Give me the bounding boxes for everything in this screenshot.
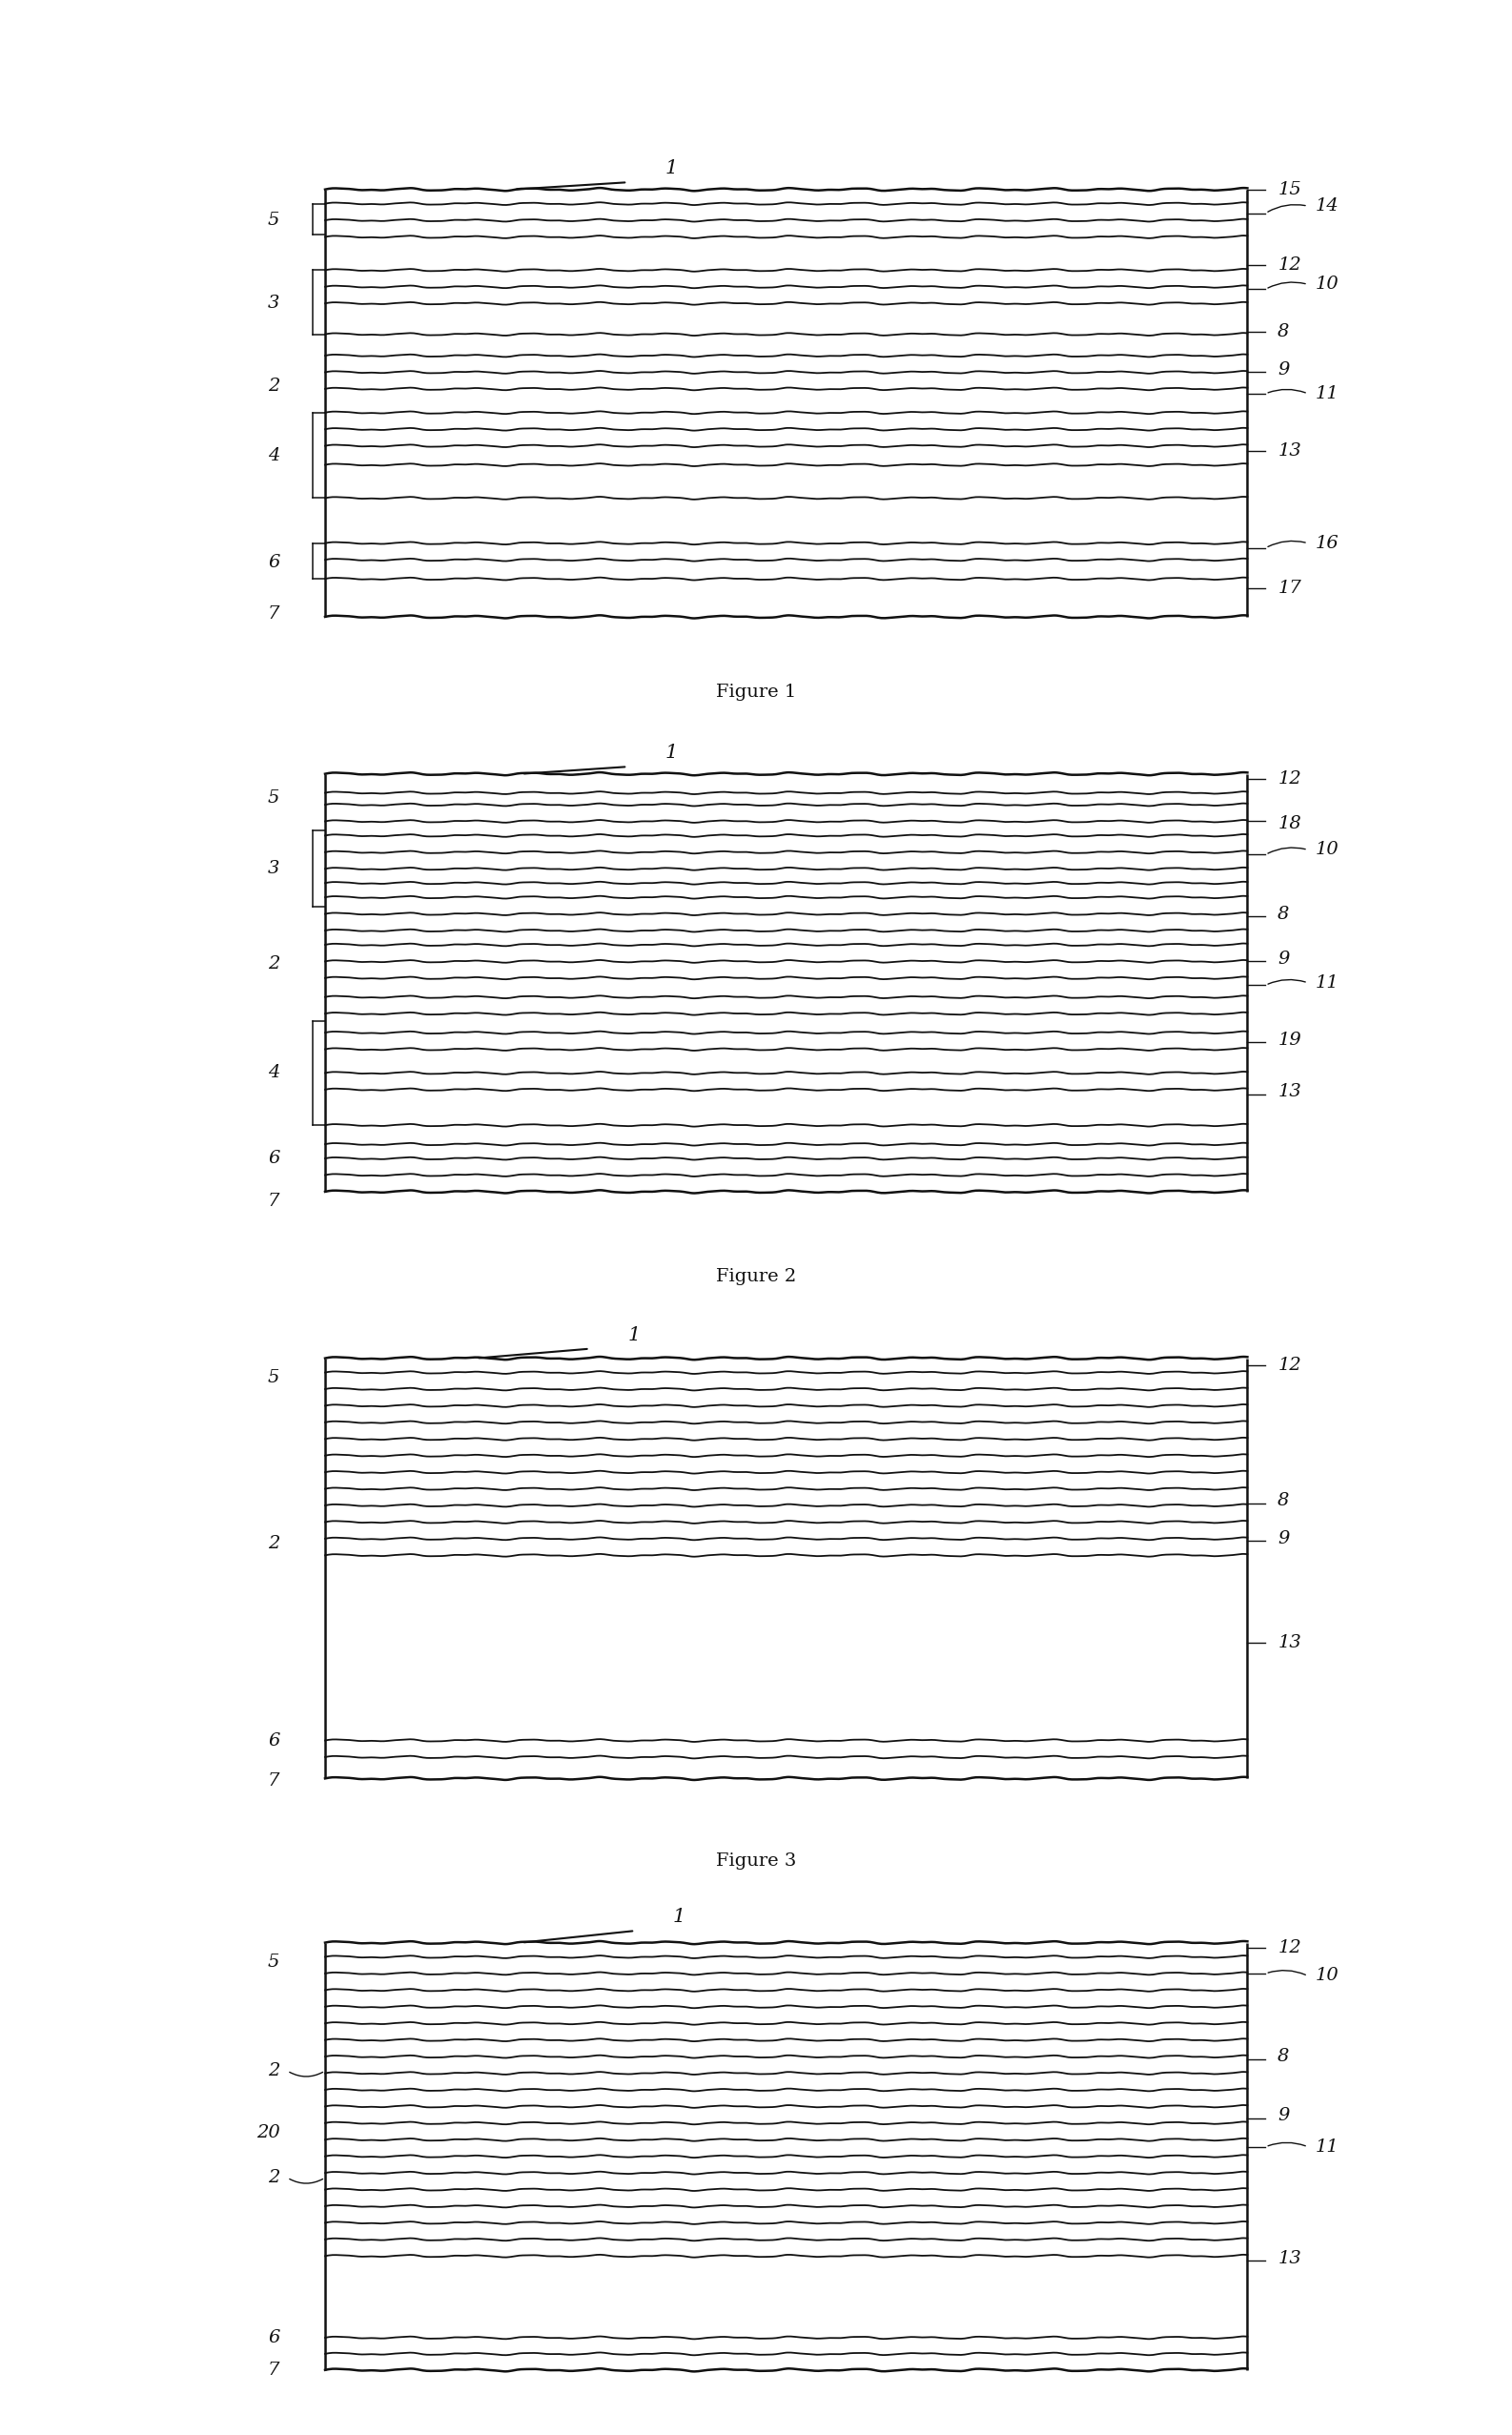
Text: 8: 8 — [1278, 906, 1290, 923]
Text: 9: 9 — [1278, 950, 1290, 967]
Text: 3: 3 — [268, 295, 280, 312]
Text: 9: 9 — [1278, 1529, 1290, 1546]
Text: 1: 1 — [627, 1327, 640, 1344]
Text: 12: 12 — [1278, 1938, 1302, 1955]
Text: 3: 3 — [268, 860, 280, 877]
Text: 5: 5 — [268, 1953, 280, 1970]
Text: 9: 9 — [1278, 2106, 1290, 2123]
Text: 10: 10 — [1315, 840, 1340, 860]
Text: 11: 11 — [1315, 2138, 1340, 2155]
Text: 11: 11 — [1315, 385, 1340, 402]
Text: 20: 20 — [256, 2123, 280, 2140]
Text: 7: 7 — [268, 2362, 280, 2379]
Text: 7: 7 — [268, 606, 280, 623]
Text: 5: 5 — [268, 212, 280, 229]
Text: 9: 9 — [1278, 360, 1290, 377]
Text: 2: 2 — [268, 955, 280, 972]
Text: 10: 10 — [1315, 1967, 1340, 1985]
Text: 1: 1 — [673, 1909, 685, 1926]
Text: 13: 13 — [1278, 443, 1302, 460]
Text: 1: 1 — [665, 158, 677, 178]
Text: 5: 5 — [268, 789, 280, 806]
Text: 2: 2 — [268, 1534, 280, 1551]
Text: 14: 14 — [1315, 197, 1340, 214]
Text: 8: 8 — [1278, 324, 1290, 341]
Text: 12: 12 — [1278, 256, 1302, 275]
Text: 2: 2 — [268, 2170, 280, 2187]
Text: Figure 2: Figure 2 — [715, 1269, 797, 1286]
Text: 17: 17 — [1278, 580, 1302, 597]
Text: 11: 11 — [1315, 974, 1340, 991]
Text: 7: 7 — [268, 1773, 280, 1790]
Text: Figure 3: Figure 3 — [715, 1853, 797, 1870]
Text: 13: 13 — [1278, 1634, 1302, 1651]
Text: 13: 13 — [1278, 2250, 1302, 2267]
Text: 6: 6 — [268, 1149, 280, 1166]
Text: 15: 15 — [1278, 180, 1302, 197]
Text: 4: 4 — [268, 1064, 280, 1081]
Text: 18: 18 — [1278, 816, 1302, 833]
Text: 12: 12 — [1278, 1356, 1302, 1373]
Text: 12: 12 — [1278, 769, 1302, 787]
Text: 6: 6 — [268, 1731, 280, 1748]
Text: 19: 19 — [1278, 1030, 1302, 1049]
Text: 13: 13 — [1278, 1084, 1302, 1101]
Text: Figure 1: Figure 1 — [715, 684, 797, 701]
Text: 2: 2 — [268, 377, 280, 394]
Text: 8: 8 — [1278, 1493, 1290, 1510]
Text: 6: 6 — [268, 553, 280, 570]
Text: 10: 10 — [1315, 275, 1340, 292]
Text: 8: 8 — [1278, 2048, 1290, 2065]
Text: 2: 2 — [268, 2062, 280, 2079]
Text: 6: 6 — [268, 2330, 280, 2347]
Text: 7: 7 — [268, 1193, 280, 1210]
Text: 4: 4 — [268, 446, 280, 465]
Text: 1: 1 — [665, 743, 677, 762]
Text: 5: 5 — [268, 1368, 280, 1386]
Text: 16: 16 — [1315, 536, 1340, 553]
